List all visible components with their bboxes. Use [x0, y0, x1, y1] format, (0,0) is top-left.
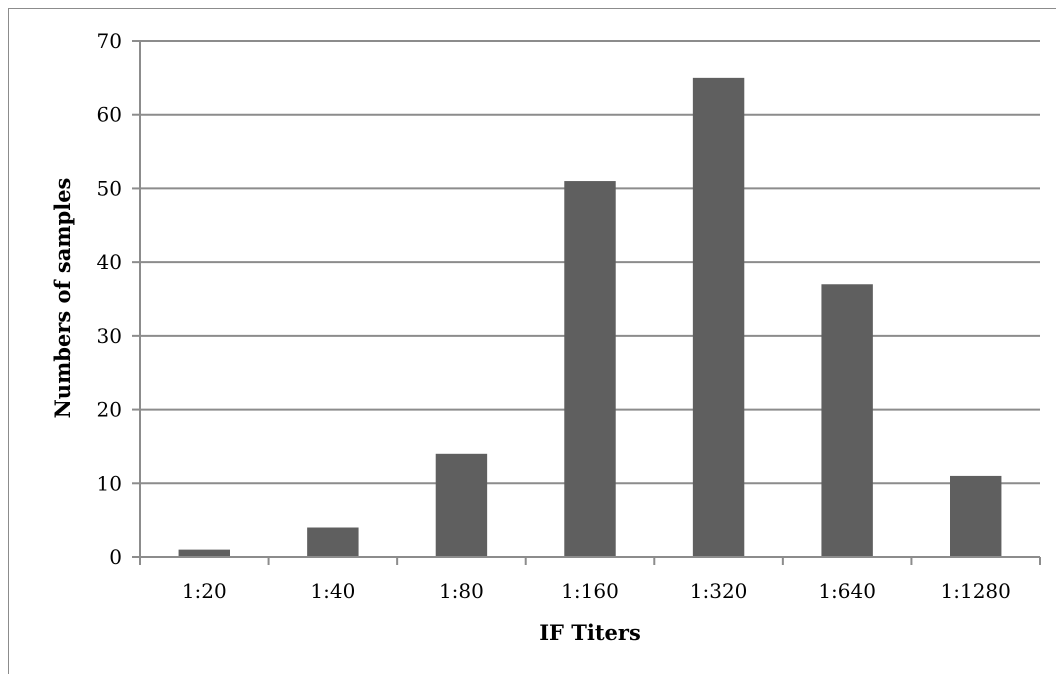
x-tick-label: 1:40: [310, 579, 355, 603]
y-tick-label: 50: [97, 176, 122, 200]
x-tick-label: 1:20: [182, 579, 227, 603]
chart-frame: [8, 8, 1056, 674]
y-tick-label: 70: [97, 29, 122, 53]
x-tick-label: 1:160: [561, 579, 619, 603]
y-tick-label: 20: [97, 398, 122, 422]
x-tick-label: 1:80: [439, 579, 484, 603]
x-tick-label: 1:640: [818, 579, 876, 603]
y-tick-label: 30: [97, 324, 122, 348]
bar: [950, 475, 1002, 557]
x-tick-label: 1:320: [690, 579, 748, 603]
tick-labels: 0 10 20 30 40 50 60 70 1:20 1:40 1:80 1:160 1:320 1:6…: [97, 29, 1011, 603]
bar: [821, 284, 873, 557]
y-tick-label: 10: [97, 471, 122, 495]
bar: [435, 453, 488, 557]
bars: [178, 77, 1002, 558]
x-axis-title: IF Titers: [539, 620, 641, 645]
x-tick-label: 1:1280: [941, 579, 1011, 603]
bar: [178, 549, 230, 557]
bar: [307, 527, 359, 557]
bar: [692, 77, 745, 557]
y-tick-label: 60: [97, 103, 122, 127]
y-axis-title: Numbers of samples: [50, 178, 75, 419]
bar: [564, 181, 616, 558]
y-tick-label: 40: [97, 250, 122, 274]
axes: [132, 40, 1041, 565]
y-tick-label: 0: [109, 545, 122, 569]
